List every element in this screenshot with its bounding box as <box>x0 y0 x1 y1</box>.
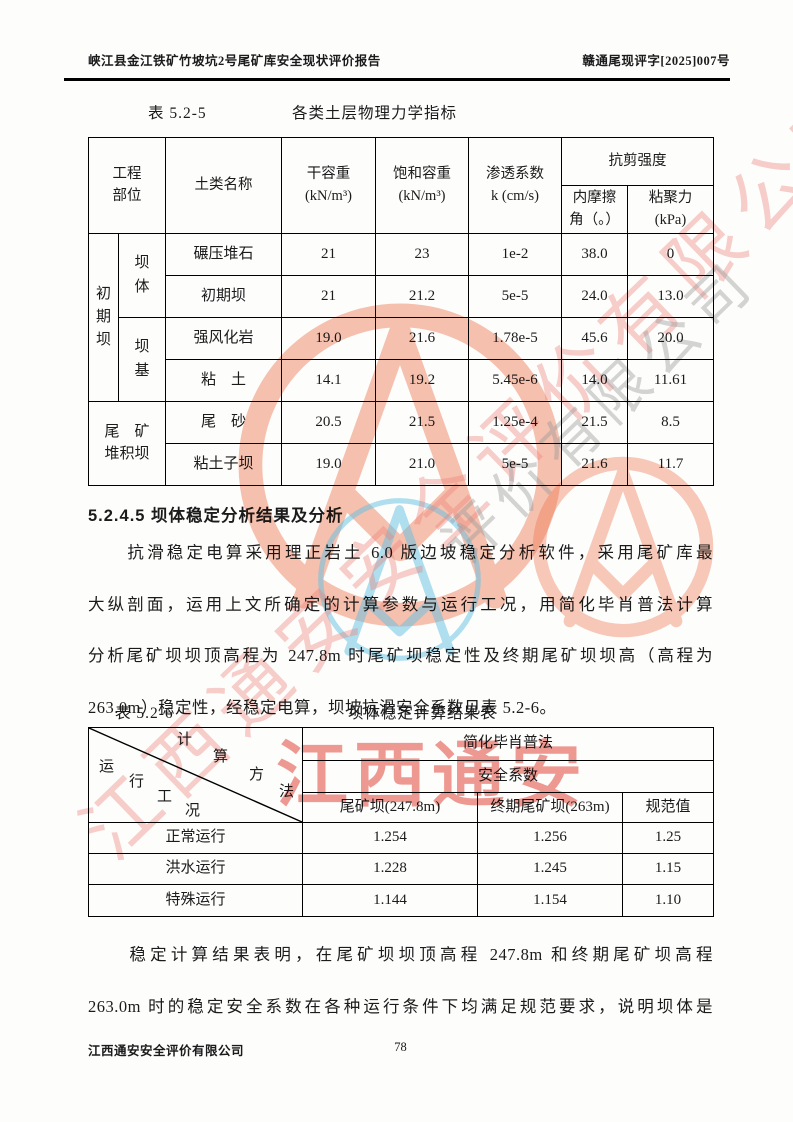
paragraph-conclusion: 稳定计算结果表明，在尾矿坝坝顶高程 247.8m 和终期尾矿坝高程 263.0m… <box>88 929 713 1032</box>
page-header: 峡江县金江铁矿竹坡坑2号尾矿库安全现状评价报告 赣通尾现评字[2025]007号 <box>88 50 730 69</box>
cell-perm: 5e-5 <box>468 443 562 486</box>
th-shear-strength: 抗剪强度 <box>561 137 714 186</box>
header-report-title: 峡江县金江铁矿竹坡坑2号尾矿库安全现状评价报告 <box>88 54 381 68</box>
cell-perm: 5.45e-6 <box>468 359 562 402</box>
table1-caption-title: 各类土层物理力学指标 <box>292 105 458 122</box>
th-permeability: 渗透系数 k (cm/s) <box>468 137 562 234</box>
cell-cohesion: 0 <box>627 233 714 276</box>
th-method: 简化毕肖普法 <box>302 727 714 761</box>
paragraph-line: 263.0m 时的稳定安全系数在各种运行条件下均满足规范要求，说明坝体是 <box>88 996 713 1016</box>
cell-condition: 正常运行 <box>88 822 303 854</box>
table-row: 粘 土 14.1 19.2 5.45e-6 14.0 11.61 <box>89 359 714 402</box>
table-row: 初期坝 坝体 碾压堆石 21 23 1e-2 38.0 0 <box>88 233 714 402</box>
cell-dry: 21 <box>281 233 376 276</box>
cell-perm: 1e-2 <box>468 233 562 276</box>
th-friction-angle: 内摩擦 角（。） <box>561 185 628 234</box>
th-norm-value: 规范值 <box>622 792 714 823</box>
cell-angle: 45.6 <box>561 317 628 360</box>
cell-cohesion: 8.5 <box>627 401 714 444</box>
paragraph-line: 大纵剖面，运用上文所确定的计算参数与运行工况，用简化毕肖普法计算 <box>88 594 713 614</box>
cell-factor-final: 1.245 <box>477 853 623 885</box>
cell-dry: 19.0 <box>281 443 376 486</box>
cell-perm: 1.25e-4 <box>468 401 562 444</box>
cell-factor-final: 1.256 <box>477 822 623 854</box>
table2-caption-label: 表 5.2-6 <box>115 705 174 722</box>
footer-company-name: 江西通安安全评价有限公司 <box>88 1044 245 1058</box>
header-rule <box>64 78 730 81</box>
table-row: 初期坝 21 21.2 5e-5 24.0 13.0 <box>89 275 714 318</box>
cell-dry: 19.0 <box>281 317 376 360</box>
group-tailings-dam: 尾 矿 堆积坝 <box>88 401 166 486</box>
cell-angle: 21.5 <box>561 401 628 444</box>
th-cohesion: 粘聚力 (kPa) <box>627 185 714 234</box>
paragraph-line: 稳定计算结果表明，在尾矿坝坝顶高程 247.8m 和终期尾矿坝高程 <box>88 945 713 964</box>
paragraph-line: 263.0m）稳定性，经稳定电算，坝坡抗滑安全系数见表 5.2-6。 <box>88 697 557 717</box>
cell-norm: 1.15 <box>622 853 714 885</box>
cell-soil-name: 粘土子坝 <box>165 443 282 486</box>
soil-properties-table: 工程 部位 土类名称 干容重 (kN/m³) 饱和容重 (kN/m³) 渗透系数… <box>88 137 714 486</box>
cell-sat: 23 <box>375 233 469 276</box>
header-document-number: 赣通尾现评字[2025]007号 <box>582 54 730 68</box>
th-dry-density: 干容重 (kN/m³) <box>281 137 376 234</box>
cell-cohesion: 20.0 <box>627 317 714 360</box>
group-dam-foundation: 坝基 <box>118 317 166 402</box>
cell-angle: 14.0 <box>561 359 628 402</box>
cell-dry: 14.1 <box>281 359 376 402</box>
cell-norm: 1.25 <box>622 822 714 854</box>
cell-sat: 21.6 <box>375 317 469 360</box>
cell-sat: 21.0 <box>375 443 469 486</box>
cell-soil-name: 尾 砂 <box>165 401 282 444</box>
cell-factor-current: 1.228 <box>302 853 478 885</box>
table-row: 尾 矿 堆积坝 尾 砂 20.5 21.5 1.25e-4 21.5 8.5 <box>88 401 714 486</box>
cell-factor-final: 1.154 <box>477 884 623 917</box>
cell-cohesion: 13.0 <box>627 275 714 318</box>
cell-perm: 5e-5 <box>468 275 562 318</box>
cell-sat: 21.2 <box>375 275 469 318</box>
cell-norm: 1.10 <box>622 884 714 917</box>
table2-caption-title: 坝体稳定计算结果表 <box>348 705 497 722</box>
th-dam-current: 尾矿坝(247.8m) <box>302 792 478 823</box>
th-safety-factor: 安全系数 <box>302 760 714 793</box>
th-dam-final: 终期尾矿坝(263m) <box>477 792 623 823</box>
cell-soil-name: 初期坝 <box>165 275 282 318</box>
table-row: 粘土子坝 19.0 21.0 5e-5 21.6 11.7 <box>89 443 714 486</box>
group-initial-dam: 初期坝 <box>88 233 119 402</box>
th-soil-name: 土类名称 <box>165 137 282 234</box>
cell-angle: 21.6 <box>561 443 628 486</box>
table-row: 坝基 强风化岩 19.0 21.6 1.78e-5 45.6 20.0 <box>89 317 714 402</box>
cell-condition: 洪水运行 <box>88 853 303 885</box>
cell-angle: 24.0 <box>561 275 628 318</box>
cell-condition: 特殊运行 <box>88 884 303 917</box>
cell-cohesion: 11.61 <box>627 359 714 402</box>
page-number: 78 <box>394 1040 407 1054</box>
cell-perm: 1.78e-5 <box>468 317 562 360</box>
cell-dry: 21 <box>281 275 376 318</box>
cell-dry: 20.5 <box>281 401 376 444</box>
cell-factor-current: 1.144 <box>302 884 478 917</box>
cell-soil-name: 粘 土 <box>165 359 282 402</box>
table-row: 特殊运行 1.144 1.154 1.10 <box>88 884 714 917</box>
cell-factor-current: 1.254 <box>302 822 478 854</box>
table1-caption-label: 表 5.2-5 <box>148 105 207 122</box>
table-row: 洪水运行 1.228 1.245 1.15 <box>88 853 714 885</box>
paragraph-line: 分析尾矿坝坝顶高程为 247.8m 时尾矿坝稳定性及终期尾矿坝坝高（高程为 <box>88 646 713 665</box>
cell-soil-name: 碾压堆石 <box>165 233 282 276</box>
table-row: 正常运行 1.254 1.256 1.25 <box>88 822 714 854</box>
group-dam-body: 坝体 <box>118 233 166 318</box>
diagonal-line <box>89 728 302 822</box>
cell-sat: 19.2 <box>375 359 469 402</box>
cell-soil-name: 强风化岩 <box>165 317 282 360</box>
cell-angle: 38.0 <box>561 233 628 276</box>
diagonal-header-cell: 计 算 方 法 运 行 工 况 <box>88 727 303 823</box>
th-project-part: 工程 部位 <box>88 137 166 234</box>
section-heading: 5.2.4.5 坝体稳定分析结果及分析 <box>88 507 344 525</box>
cell-cohesion: 11.7 <box>627 443 714 486</box>
paragraph-line: 抗滑稳定电算采用理正岩土 6.0 版边坡稳定分析软件，采用尾矿库最 <box>88 543 713 562</box>
th-saturated-density: 饱和容重 (kN/m³) <box>375 137 469 234</box>
stability-results-table: 计 算 方 法 运 行 工 况 简化毕肖普法 安全系数 尾矿坝(247.8m) … <box>88 727 714 917</box>
cell-sat: 21.5 <box>375 401 469 444</box>
